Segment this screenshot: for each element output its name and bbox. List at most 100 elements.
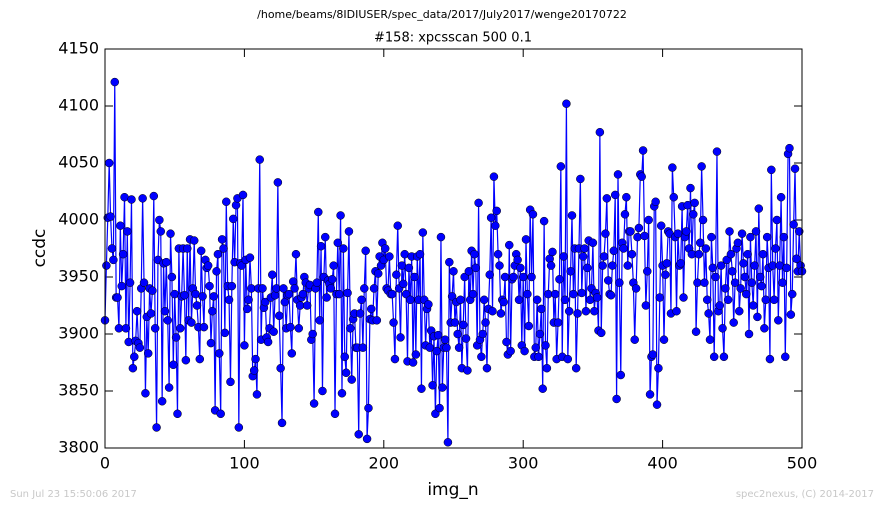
data-point [329, 261, 338, 270]
data-point [220, 328, 230, 338]
data-point [339, 244, 348, 253]
data-point [192, 301, 202, 310]
data-point [164, 383, 174, 392]
data-point [560, 295, 570, 305]
data-point [571, 363, 581, 373]
data-point [464, 267, 474, 276]
data-point [276, 363, 285, 373]
data-point [567, 211, 577, 220]
data-point [173, 409, 182, 419]
data-point [471, 263, 481, 273]
data-point [336, 211, 345, 220]
data-point [215, 349, 224, 358]
data-point [623, 261, 632, 270]
data-point [564, 306, 574, 316]
data-point [333, 238, 343, 248]
data-point [463, 366, 472, 375]
data-point [509, 272, 518, 282]
data-point [739, 259, 748, 268]
data-point [513, 255, 522, 265]
data-point [527, 272, 536, 282]
data-point [630, 335, 639, 344]
data-point [330, 409, 340, 419]
data-point [757, 281, 766, 291]
data-point [360, 284, 369, 293]
data-point [588, 238, 598, 248]
data-point [538, 384, 547, 393]
data-point [270, 290, 280, 300]
data-point [631, 284, 641, 293]
data-point [116, 221, 125, 230]
data-point [258, 284, 267, 293]
data-point [180, 290, 189, 300]
data-point [321, 232, 330, 242]
data-point [711, 272, 720, 282]
data-point [662, 259, 672, 268]
data-point [590, 306, 599, 316]
data-point [613, 170, 623, 179]
data-point [781, 352, 790, 362]
data-point [698, 215, 708, 225]
data-point [746, 232, 755, 242]
data-point [569, 289, 578, 299]
data-point [227, 281, 237, 291]
data-point [113, 293, 122, 302]
data-point [198, 292, 207, 301]
data-point [608, 261, 617, 270]
data-point [539, 216, 549, 226]
data-point [435, 403, 444, 413]
data-point [415, 249, 425, 259]
data-point [268, 270, 277, 279]
data-point [606, 290, 616, 300]
data-point [459, 320, 468, 330]
data-point [615, 278, 624, 287]
data-point [326, 284, 336, 293]
data-point [242, 304, 252, 314]
data-point [489, 172, 499, 181]
data-point [343, 288, 352, 298]
data-point [124, 337, 133, 347]
data-point [141, 389, 150, 398]
data-point [318, 386, 327, 396]
data-point [171, 333, 181, 342]
data-point [787, 289, 797, 299]
data-point [758, 249, 768, 259]
data-point [255, 155, 264, 164]
data-point [578, 252, 588, 261]
credit: spec2nexus, (C) 2014-2017 [736, 489, 874, 500]
data-point [478, 329, 488, 339]
data-point [118, 249, 128, 259]
data-point [728, 267, 737, 276]
data-point [655, 293, 665, 302]
data-point [291, 249, 301, 259]
data-point [656, 221, 666, 230]
data-point [521, 235, 531, 244]
data-point [447, 292, 457, 301]
data-point [433, 330, 443, 340]
data-point [358, 343, 368, 352]
data-point [373, 269, 383, 278]
data-point [740, 272, 750, 282]
data-point [691, 327, 701, 336]
data-point [563, 354, 573, 364]
data-point [406, 295, 415, 305]
data-point [456, 295, 465, 305]
data-point [697, 162, 706, 171]
plot-frame [104, 48, 803, 449]
data-point [454, 343, 464, 352]
data-point [237, 261, 246, 270]
data-point [776, 192, 786, 202]
y-axis-label: ccdc [30, 229, 50, 268]
data-point [428, 381, 437, 390]
data-point [505, 240, 514, 250]
data-point [148, 286, 157, 295]
data-point [132, 306, 142, 316]
data-point [312, 278, 322, 287]
data-point [609, 246, 619, 256]
data-point [712, 147, 722, 156]
data-point [279, 284, 288, 293]
data-point [157, 397, 167, 406]
data-point [392, 270, 401, 279]
data-point [633, 232, 642, 242]
